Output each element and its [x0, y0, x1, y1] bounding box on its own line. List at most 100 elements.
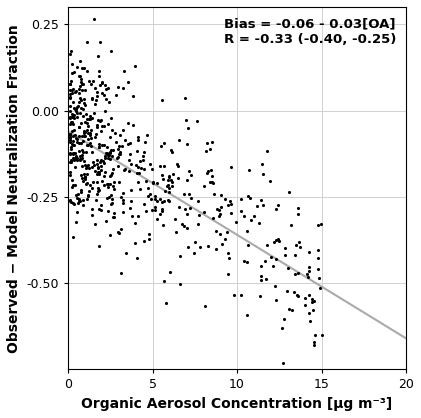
- Point: [67, 94, 73, 101]
- Point: [76, 197, 83, 204]
- Point: [203, 148, 209, 154]
- Point: [93, 97, 100, 104]
- Point: [71, 111, 77, 118]
- Point: [67, 150, 73, 157]
- Point: [102, 95, 109, 102]
- Point: [133, 169, 140, 176]
- Point: [87, 143, 94, 149]
- Point: [261, 258, 268, 265]
- Point: [117, 151, 123, 158]
- Point: [67, 91, 73, 97]
- Point: [306, 292, 313, 298]
- Point: [84, 120, 91, 126]
- Point: [82, 102, 88, 108]
- Point: [107, 232, 114, 238]
- Point: [96, 72, 102, 79]
- Point: [99, 79, 106, 85]
- Point: [165, 173, 172, 179]
- Point: [162, 299, 169, 306]
- Point: [104, 144, 111, 150]
- Point: [128, 187, 134, 194]
- Point: [85, 130, 91, 136]
- Point: [305, 274, 312, 280]
- Point: [73, 155, 80, 162]
- Point: [274, 235, 281, 242]
- Point: [207, 145, 214, 152]
- Point: [133, 148, 140, 154]
- Point: [85, 115, 92, 122]
- Point: [309, 307, 316, 314]
- Point: [210, 191, 217, 198]
- Point: [149, 166, 156, 172]
- Point: [295, 211, 302, 217]
- Point: [232, 219, 239, 226]
- Point: [205, 243, 211, 250]
- Point: [125, 157, 132, 163]
- Point: [149, 178, 156, 185]
- Point: [209, 180, 216, 187]
- Point: [95, 52, 101, 59]
- Point: [160, 222, 167, 229]
- Point: [127, 198, 134, 204]
- Point: [71, 201, 78, 208]
- Point: [105, 154, 112, 161]
- Point: [71, 104, 77, 111]
- Point: [69, 119, 75, 126]
- Point: [68, 78, 75, 84]
- Point: [87, 131, 93, 138]
- Point: [116, 179, 123, 186]
- Point: [67, 119, 74, 125]
- Point: [72, 89, 79, 96]
- Point: [74, 135, 80, 142]
- Point: [159, 199, 166, 206]
- Point: [72, 182, 79, 189]
- Point: [74, 104, 80, 111]
- Point: [241, 212, 248, 219]
- Point: [143, 132, 150, 138]
- Point: [67, 130, 73, 137]
- Point: [311, 342, 317, 349]
- Point: [161, 140, 168, 147]
- Point: [142, 139, 149, 146]
- Point: [147, 191, 153, 198]
- Point: [85, 77, 92, 84]
- Point: [82, 181, 89, 187]
- Point: [219, 241, 226, 247]
- Point: [257, 272, 264, 279]
- Point: [87, 116, 93, 123]
- Point: [181, 95, 188, 102]
- Point: [80, 178, 87, 184]
- Point: [71, 164, 78, 171]
- Point: [157, 211, 163, 217]
- Point: [85, 122, 92, 129]
- Point: [80, 196, 86, 203]
- Point: [71, 127, 78, 134]
- Point: [145, 230, 152, 237]
- Point: [264, 242, 270, 249]
- Point: [91, 161, 97, 168]
- Point: [317, 285, 323, 292]
- Point: [79, 80, 86, 87]
- Point: [79, 133, 85, 139]
- Point: [95, 171, 102, 177]
- Point: [95, 164, 101, 171]
- Point: [145, 184, 152, 191]
- Point: [106, 151, 113, 158]
- Point: [81, 133, 88, 140]
- Point: [305, 309, 312, 316]
- Point: [246, 195, 253, 201]
- Point: [79, 151, 85, 158]
- Point: [116, 151, 123, 158]
- Point: [107, 115, 114, 122]
- Point: [70, 142, 77, 148]
- Point: [216, 206, 222, 213]
- Point: [117, 193, 124, 200]
- Point: [116, 142, 123, 149]
- Point: [81, 65, 88, 72]
- Point: [72, 192, 79, 199]
- Point: [176, 204, 183, 211]
- Point: [159, 172, 166, 179]
- Point: [77, 76, 84, 82]
- Point: [176, 136, 182, 143]
- Point: [217, 191, 224, 198]
